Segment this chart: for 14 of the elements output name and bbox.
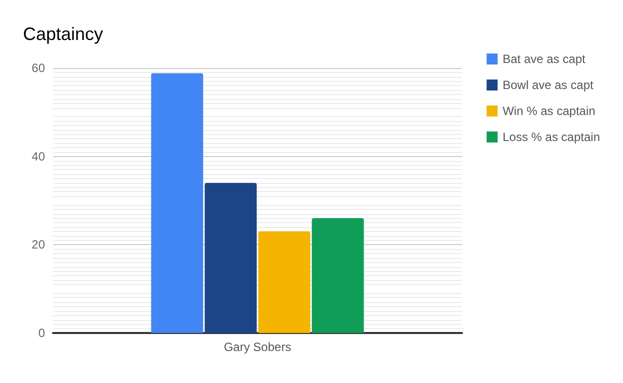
legend-label: Bowl ave as capt xyxy=(502,78,594,92)
legend-label: Win % as captain xyxy=(502,104,596,118)
bar xyxy=(312,218,364,333)
y-tick-label: 40 xyxy=(32,149,46,164)
x-tick-label: Gary Sobers xyxy=(224,340,292,354)
y-tick-label: 20 xyxy=(32,238,46,252)
legend-label: Bat ave as capt xyxy=(502,52,586,66)
bar xyxy=(258,231,310,333)
chart-title: Captaincy xyxy=(23,24,104,44)
bar xyxy=(151,73,204,333)
y-tick-label: 0 xyxy=(38,326,46,340)
bar xyxy=(204,182,257,333)
y-tick-label: 60 xyxy=(32,61,46,75)
legend-label: Loss % as captain xyxy=(502,130,600,144)
